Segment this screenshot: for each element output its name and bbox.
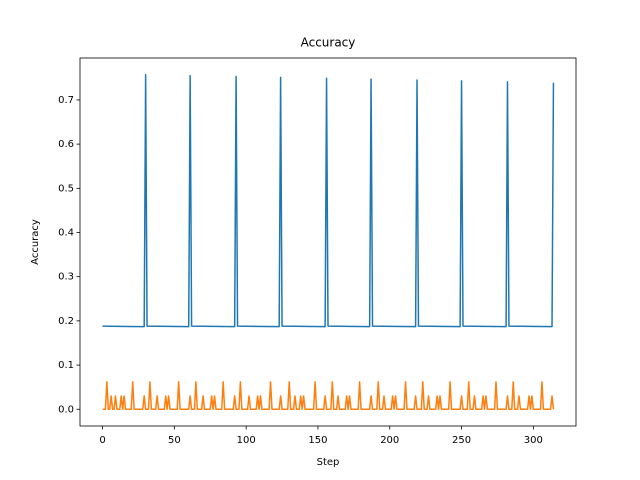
data-line	[102, 381, 555, 410]
x-tick-label: 300	[524, 435, 543, 446]
plot-frame	[79, 57, 577, 427]
x-tick-label: 150	[308, 435, 327, 446]
y-tick-label: 0.6	[58, 139, 74, 150]
x-tick-label: 250	[452, 435, 471, 446]
y-tick-label: 0.0	[58, 404, 74, 415]
y-tick-label: 0.7	[58, 95, 74, 106]
x-tick-label: 0	[99, 435, 105, 446]
x-tick-label: 50	[168, 435, 181, 446]
y-tick-label: 0.2	[58, 316, 74, 327]
data-line	[102, 74, 555, 328]
y-tick-label: 0.3	[58, 272, 74, 283]
y-tick-label: 0.4	[58, 227, 74, 238]
x-tick-label: 100	[237, 435, 256, 446]
y-axis-label: Accuracy	[30, 219, 41, 265]
y-tick-label: 0.5	[58, 183, 74, 194]
x-axis-label: Step	[317, 457, 340, 468]
x-tick-label: 200	[380, 435, 399, 446]
chart-title: Accuracy	[301, 36, 356, 50]
y-tick-label: 0.1	[58, 360, 74, 371]
